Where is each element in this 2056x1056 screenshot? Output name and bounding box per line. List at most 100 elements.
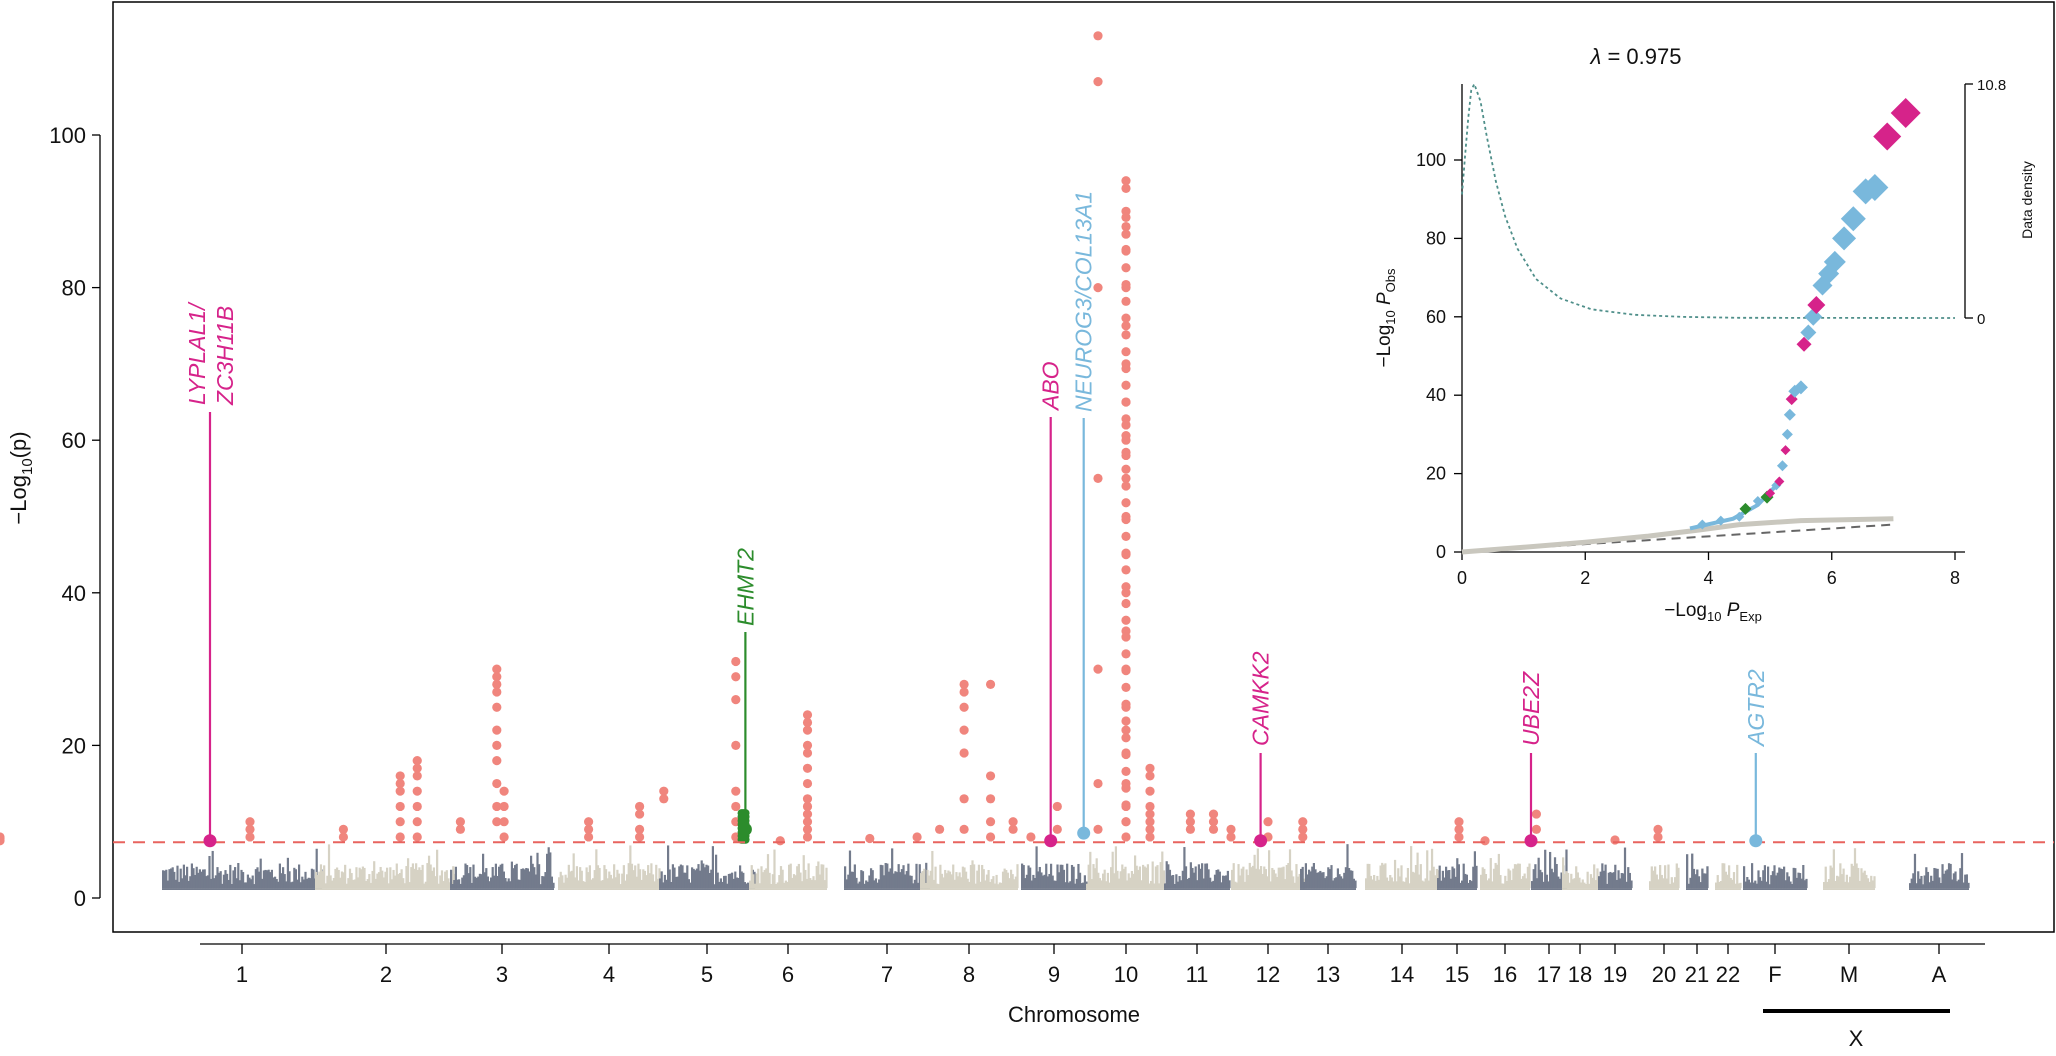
significant-snp-point	[1298, 817, 1308, 827]
snp-spike	[1930, 875, 1933, 889]
significant-snp-point	[635, 832, 645, 842]
snp-spike	[1674, 877, 1677, 889]
gene-label: CAMKK2	[1248, 651, 1274, 746]
snp-spike	[1180, 880, 1183, 889]
snp-spike	[1103, 869, 1106, 889]
snp-spike	[874, 878, 878, 889]
chromosome-band-19	[1598, 847, 1633, 890]
snp-spike	[243, 882, 246, 889]
significant-snp-point	[1008, 824, 1018, 834]
snp-spike	[1849, 876, 1852, 889]
snp-spike	[1652, 870, 1655, 889]
significant-snp-point	[1185, 809, 1195, 819]
significant-snp-point	[499, 832, 509, 842]
gene-label: EHMT2	[732, 548, 758, 626]
snp-spike	[453, 880, 456, 889]
snp-spike	[1379, 865, 1382, 889]
snp-spike	[588, 865, 591, 889]
snp-spike	[234, 867, 237, 889]
significant-snp-point	[492, 664, 502, 674]
snp-spike	[1049, 863, 1053, 889]
snp-spike	[1650, 866, 1653, 889]
snp-spike	[1366, 863, 1369, 889]
snp-spike	[1377, 879, 1381, 889]
snp-spike	[1056, 864, 1059, 889]
main-points-layer	[0, 31, 1970, 890]
snp-spike	[1599, 871, 1602, 889]
snp-spike	[719, 878, 722, 889]
snp-spike	[1457, 864, 1460, 889]
snp-spike	[1089, 851, 1092, 889]
snp-spike	[1497, 853, 1500, 889]
snp-spike	[363, 867, 366, 889]
chromosome-band-base	[1743, 888, 1807, 890]
snp-spike	[1382, 864, 1385, 889]
snp-spike	[1601, 863, 1604, 889]
snp-spike	[601, 880, 604, 889]
snp-spike	[1662, 878, 1665, 889]
snp-spike	[1517, 863, 1520, 889]
snp-spike	[1043, 874, 1046, 889]
snp-spike	[1114, 846, 1117, 889]
snp-spike	[1566, 872, 1570, 889]
qq-diamond-point	[1840, 206, 1866, 232]
chromosome-band-9	[1021, 846, 1088, 890]
significant-snp-point	[1121, 246, 1131, 256]
snp-spike	[887, 871, 891, 889]
snp-spike	[647, 865, 650, 889]
chromosome-band-1	[162, 848, 323, 890]
main-x-tick-label: 21	[1685, 962, 1709, 987]
snp-spike	[415, 863, 418, 889]
snp-spike	[1657, 879, 1660, 889]
qq-diamond-point	[1715, 515, 1726, 526]
snp-spike	[405, 866, 408, 889]
snp-spike	[326, 875, 329, 889]
snp-spike	[534, 874, 537, 889]
snp-spike	[1341, 878, 1344, 889]
snp-spike	[1445, 866, 1448, 889]
snp-spike	[1344, 867, 1347, 889]
snp-spike	[1609, 871, 1612, 889]
snp-spike	[1786, 872, 1789, 889]
snp-spike	[676, 876, 679, 889]
snp-spike	[1718, 881, 1721, 889]
snp-spike	[1086, 883, 1089, 889]
snp-spike	[245, 882, 248, 889]
significant-snp-point	[1653, 824, 1663, 834]
main-x-tick-label: 7	[881, 962, 893, 987]
snp-spike	[1610, 873, 1614, 889]
significant-snp-point	[985, 771, 996, 781]
snp-spike	[1630, 880, 1633, 889]
significant-snp-point	[1052, 824, 1062, 834]
snp-spike	[1654, 866, 1657, 889]
snp-spike	[206, 875, 209, 889]
snp-spike	[1092, 864, 1095, 889]
snp-spike	[1062, 869, 1066, 889]
significant-snp-point	[455, 824, 465, 834]
snp-spike	[347, 878, 350, 889]
snp-spike	[1106, 872, 1109, 889]
snp-spike	[1965, 874, 1968, 889]
significant-snp-point	[1121, 183, 1131, 194]
qq-y-label-main: −Log	[1374, 325, 1395, 368]
snp-spike	[1964, 874, 1967, 889]
main-y-tick-label: 80	[62, 276, 86, 301]
snp-spike	[361, 866, 365, 889]
snp-spike	[307, 877, 310, 889]
snp-spike	[1127, 873, 1130, 889]
chromosome-band-base	[1164, 888, 1230, 890]
significant-snp-point	[1121, 296, 1131, 306]
significant-snp-point	[492, 756, 502, 766]
snp-spike	[562, 882, 566, 889]
snp-spike	[1829, 865, 1832, 889]
significant-snp-point	[959, 748, 969, 758]
snp-spike	[1526, 866, 1529, 889]
snp-spike	[1475, 865, 1478, 889]
gene-annotation-point	[1077, 826, 1091, 840]
snp-spike	[1397, 868, 1400, 889]
snp-spike	[418, 867, 421, 889]
snp-spike	[1702, 873, 1706, 889]
snp-spike	[1032, 874, 1035, 889]
significant-snp-point	[395, 817, 405, 827]
snp-spike	[1571, 879, 1575, 889]
